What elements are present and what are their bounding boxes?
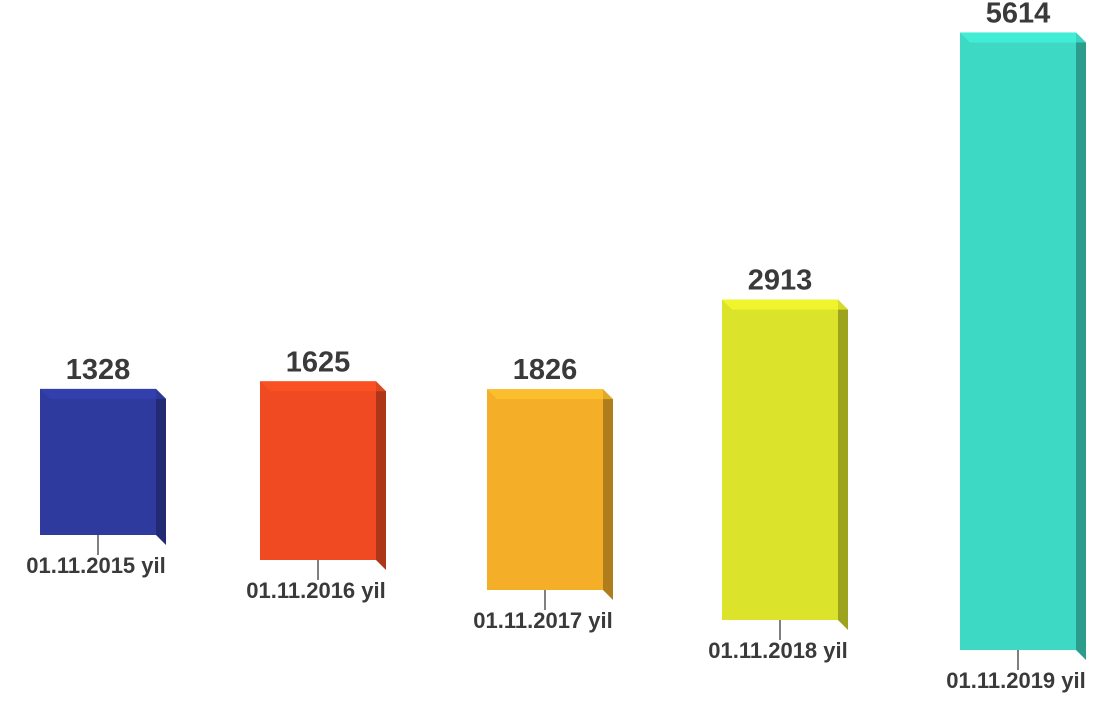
bar-front-face xyxy=(722,299,838,620)
bar-front-face xyxy=(487,389,603,590)
bar-top-face xyxy=(722,299,848,310)
bar-value-label: 1826 xyxy=(513,354,578,386)
bar-side-face xyxy=(1076,32,1086,660)
bar-value-label: 1328 xyxy=(66,354,131,386)
bar-top-face xyxy=(260,381,386,392)
bar-value-label: 2913 xyxy=(748,265,813,297)
bar-1: 1328 01.11.2015 yil xyxy=(26,354,166,578)
bar-front-face xyxy=(960,32,1076,650)
bar-side-face xyxy=(376,381,386,570)
bar-3: 1826 01.11.2017 yil xyxy=(473,354,613,633)
category-label: 01.11.2018 yil xyxy=(708,638,847,663)
category-label: 01.11.2015 yil xyxy=(26,553,165,578)
bar-4: 2913 01.11.2018 yil xyxy=(708,265,848,663)
bar-top-face xyxy=(960,32,1086,43)
bars-group: 1328 01.11.2015 yil 1625 01.11.2016 yil 1826… xyxy=(26,0,1086,693)
bar-side-face xyxy=(838,299,848,630)
category-label: 01.11.2019 yil xyxy=(946,668,1085,693)
bar-top-face xyxy=(487,389,613,400)
bar-value-label: 5614 xyxy=(986,0,1051,29)
bar-front-face xyxy=(40,388,156,535)
bar-top-face xyxy=(40,388,166,399)
bar-5: 5614 01.11.2019 yil xyxy=(946,0,1086,693)
bar-side-face xyxy=(603,389,613,600)
bar-2: 1625 01.11.2016 yil xyxy=(246,346,386,603)
category-label: 01.11.2016 yil xyxy=(246,578,385,603)
category-label: 01.11.2017 yil xyxy=(473,608,612,633)
bar-value-label: 1625 xyxy=(286,346,351,378)
bar-side-face xyxy=(156,388,166,545)
bar-front-face xyxy=(260,381,376,560)
